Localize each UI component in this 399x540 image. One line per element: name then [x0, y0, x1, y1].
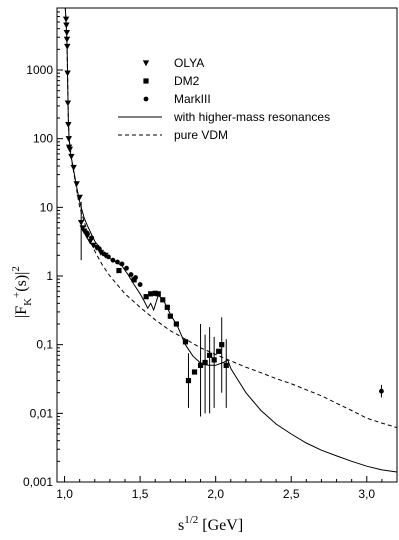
olya-point: [64, 70, 71, 77]
olya-point: [63, 36, 71, 43]
x-axis-title: s1/2 [GeV]: [178, 514, 243, 534]
y-tick-label: 1: [46, 269, 53, 283]
markiii-point: [96, 246, 102, 252]
legend-label: OLYA: [174, 56, 204, 70]
dm2-point: [148, 291, 154, 297]
y-tick-label: 10: [40, 200, 54, 214]
markiii-point: [137, 282, 143, 287]
markiii-point: [84, 230, 90, 236]
x-tick-label: 2,0: [207, 487, 224, 501]
legend-label: pure VDM: [174, 128, 228, 142]
dm2-point: [131, 277, 137, 283]
markiii-point: [101, 251, 107, 257]
dm2-point: [143, 294, 149, 300]
markiii-point: [124, 265, 129, 271]
olya-point: [79, 225, 86, 232]
legend-label: MarkIII: [174, 92, 211, 106]
markiii-point: [128, 272, 134, 277]
x-tick-label: 1,5: [132, 487, 149, 501]
dm2-point: [167, 313, 173, 319]
markiii-point: [133, 275, 138, 280]
y-tick-label: 0,001: [23, 475, 53, 489]
y-axis-ticks: 0,001 0,01 0,1 1 10 100 1000: [23, 7, 63, 489]
markiii-point: [89, 235, 95, 241]
x-tick-label: 3,0: [358, 487, 375, 501]
dm2-point: [223, 362, 229, 368]
curves: [64, 7, 398, 473]
y-tick-label: 0,01: [30, 406, 54, 420]
legend-symbol: [143, 96, 149, 102]
olya-point: [66, 146, 74, 153]
dm2-point: [197, 362, 204, 368]
legend-label: DM2: [174, 74, 200, 88]
markiii-point: [119, 261, 125, 267]
dm2-point: [211, 357, 217, 363]
olya-point: [70, 164, 77, 171]
x-tick-label: 2,5: [283, 487, 300, 501]
legend-symbol: [142, 60, 150, 67]
olya-point: [63, 30, 71, 36]
pure-vdm-curve: [64, 7, 398, 429]
olya-point: [76, 194, 83, 201]
dm2-point: [202, 359, 208, 366]
dm2-point: [152, 290, 158, 296]
markiii-point: [115, 259, 120, 265]
x-axis-ticks: 1,0 1,5 2,0 2,5 3,0: [56, 476, 398, 501]
legend-label: with higher-mass resonances: [173, 110, 330, 124]
olya-point: [68, 153, 75, 160]
markiii-point: [110, 257, 116, 263]
dm2-point: [116, 267, 122, 274]
dm2-point: [173, 321, 179, 327]
data-markers: [62, 16, 384, 417]
olya-point: [77, 219, 85, 226]
olya-point: [64, 100, 72, 107]
dm2-point: [216, 348, 222, 354]
olya-point: [62, 16, 70, 23]
olya-point: [84, 233, 91, 240]
legend-symbol: [143, 78, 149, 84]
olya-point: [64, 43, 71, 50]
dm2-point: [160, 297, 166, 303]
dm2-point: [207, 352, 213, 358]
olya-point: [81, 228, 88, 235]
olya-point: [63, 22, 70, 29]
y-tick-label: 1000: [26, 63, 53, 77]
dm2-point: [219, 342, 225, 348]
markiii-point: [379, 388, 384, 394]
higher-mass-curve: [64, 7, 398, 473]
plot-frame: [56, 7, 398, 483]
olya-point: [73, 181, 80, 188]
x-tick-label: 1,0: [56, 487, 73, 501]
dm2-point: [164, 304, 170, 310]
olya-point: [65, 122, 72, 128]
olya-point: [93, 244, 100, 251]
olya-point: [65, 136, 72, 142]
olya-point: [90, 242, 97, 249]
y-tick-label: 0,1: [36, 338, 53, 352]
olya-point: [97, 249, 105, 256]
dm2-point: [155, 291, 161, 297]
dm2-point: [182, 339, 189, 345]
dm2-point: [191, 369, 198, 375]
y-tick-label: 100: [33, 132, 53, 146]
markiii-point: [105, 254, 111, 260]
dm2-point: [185, 377, 192, 384]
y-axis-title: |FK+(s)|2: [10, 266, 34, 318]
legend: OLYA DM2 MarkIII with higher-mass resonance…: [118, 56, 330, 142]
